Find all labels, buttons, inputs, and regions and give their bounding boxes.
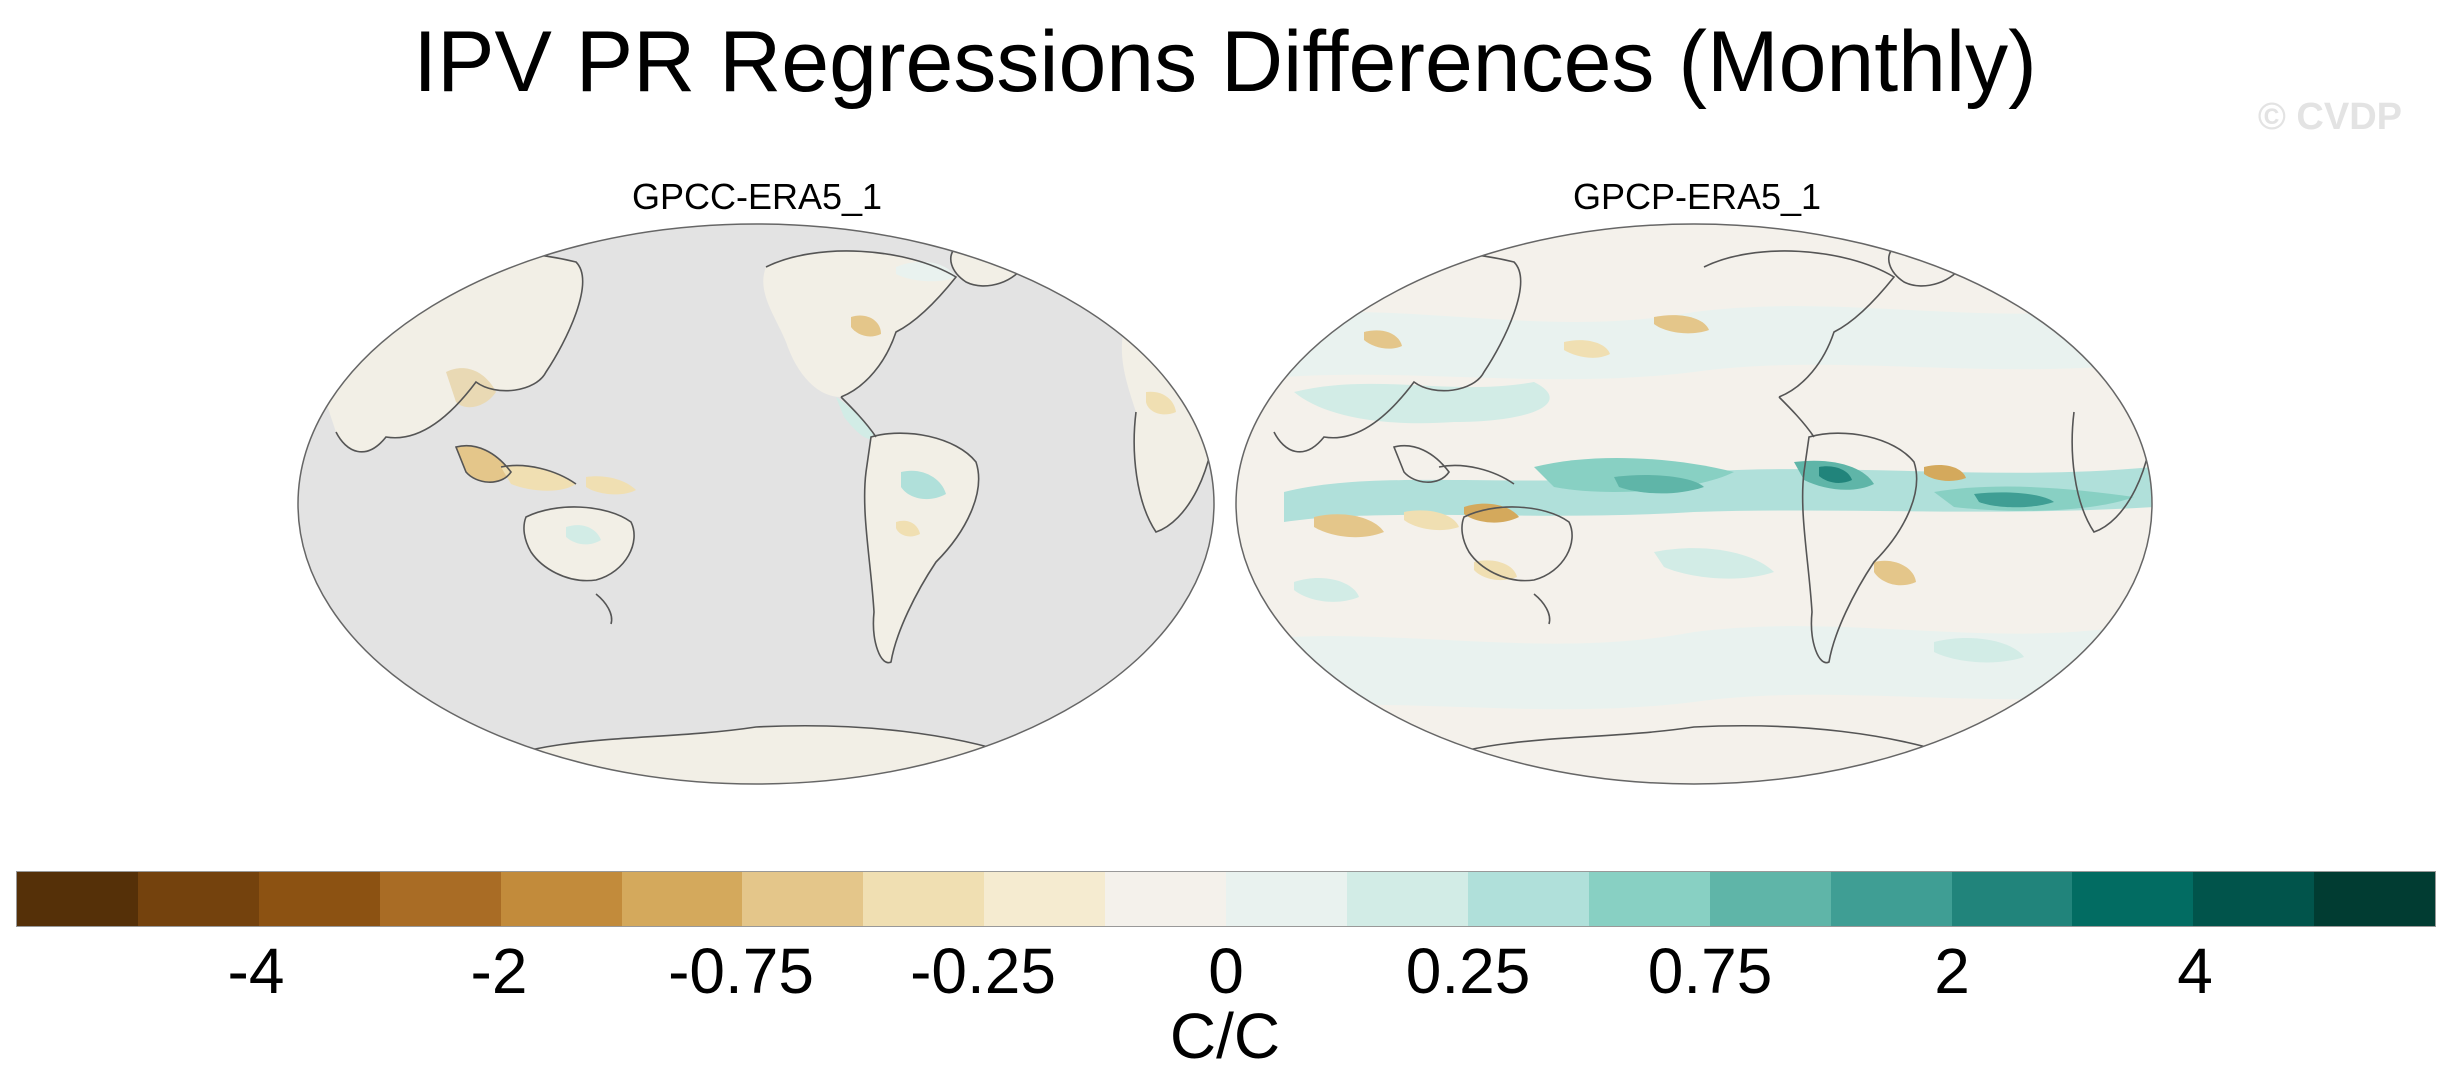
colorbar-swatch [863,872,985,926]
colorbar-tick-label: 0.25 [1405,935,1531,1007]
colorbar-swatch [742,872,864,926]
colorbar-swatch [621,872,743,926]
colorbar-tick-label: -0.25 [910,935,1056,1007]
colorbar-swatch [1467,872,1589,926]
colorbar-tick-label: -0.75 [668,935,814,1007]
colorbar-swatch [1830,872,1952,926]
colorbar-unit-label: C/C [1169,1000,1281,1072]
colorbar-swatch [984,872,1106,926]
colorbar-swatch [2314,872,2436,926]
colorbar-swatch [379,872,501,926]
anomaly-field [1236,302,2152,712]
colorbar-tick-label: 0 [1208,935,1244,1007]
cvdp-watermark: © CVDP [2257,96,2402,138]
colorbar-swatch [17,872,138,926]
colorbar-tick-label: 0.75 [1647,935,1773,1007]
colorbar-swatch [1588,872,1710,926]
colorbar-swatch [1346,872,1468,926]
colorbar-tick-label: -4 [227,935,285,1007]
map-panel-gpcp [1235,223,2153,785]
colorbar-swatch [2193,872,2315,926]
map-border [297,223,1215,785]
colorbar-swatch [500,872,622,926]
colorbar-swatch [1105,872,1227,926]
panel-title-left: GPCC-ERA5_1 [631,176,883,217]
map-border [1235,223,2153,785]
colorbar-swatch [1709,872,1831,926]
colorbar-swatch [137,872,259,926]
figure-title: IPV PR Regressions Differences (Monthly) [413,14,2037,110]
colorbar-swatch [2072,872,2194,926]
colorbar-tick-label: -2 [470,935,528,1007]
panel-title-right: GPCP-ERA5_1 [1572,176,1822,217]
colorbar-tick-label: 4 [2177,935,2213,1007]
colorbar-swatch [258,872,380,926]
colorbar-swatch [1226,872,1347,926]
map-panel-gpcc [297,223,1215,785]
colorbar [16,871,2436,927]
colorbar-swatch [1951,872,2073,926]
colorbar-tick-label: 2 [1934,935,1970,1007]
